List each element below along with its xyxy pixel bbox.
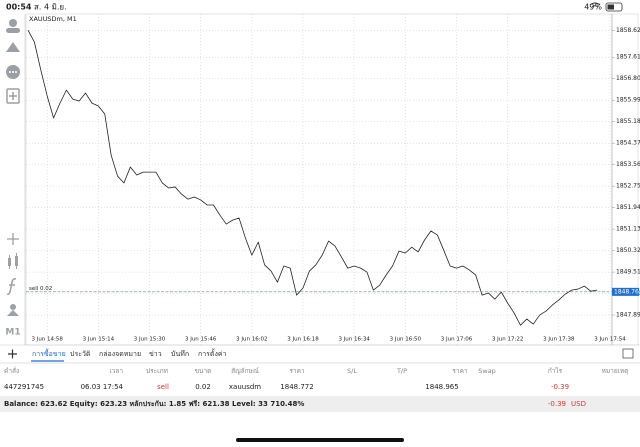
layout-button[interactable] bbox=[622, 348, 634, 359]
column-header: ราคา bbox=[452, 367, 467, 375]
x-tick-label: 3 Jun 15:30 bbox=[134, 337, 166, 343]
x-tick-label: 3 Jun 14:58 bbox=[31, 337, 63, 343]
y-tick-label: 1850.320 bbox=[616, 247, 640, 254]
toolbar-chat[interactable] bbox=[6, 65, 20, 79]
summary-bar bbox=[0, 396, 640, 412]
cell-type: sell bbox=[157, 383, 169, 391]
cell-open-price: 1848.772 bbox=[280, 383, 313, 391]
column-header: คำสั่ง bbox=[4, 366, 19, 375]
x-tick-label: 3 Jun 15:14 bbox=[83, 337, 115, 343]
x-tick-label: 3 Jun 15:46 bbox=[185, 337, 217, 343]
cell-price: 1848.965 bbox=[425, 383, 458, 391]
column-header: ราคา bbox=[289, 367, 304, 375]
toolbar-new-order[interactable] bbox=[6, 88, 20, 104]
summary-text: Balance: 623.62 Equity: 623.23 หลักประกั… bbox=[4, 400, 304, 408]
price-line bbox=[27, 29, 598, 326]
toolbar-trade[interactable] bbox=[6, 42, 20, 52]
column-header: Swap bbox=[478, 367, 496, 375]
column-header: ประเภท bbox=[146, 367, 168, 375]
column-header: กำไร bbox=[548, 367, 563, 375]
column-header: เวลา bbox=[109, 367, 123, 375]
tabs: การซื้อขาย ประวัติ กล่องจดหมาย ข่าว บันทึก กา… bbox=[32, 347, 227, 358]
toolbar-timeframe[interactable]: M1 bbox=[5, 328, 20, 338]
y-tick-label: 1851.130 bbox=[616, 226, 640, 233]
x-tick-label: 3 Jun 16:34 bbox=[338, 337, 370, 343]
x-tick-label: 3 Jun 17:06 bbox=[441, 337, 473, 343]
cell-profit: -0.39 bbox=[551, 383, 569, 391]
column-header: T/P bbox=[396, 367, 407, 375]
status-date: ส. 4 มิ.ย. bbox=[34, 3, 67, 12]
tab[interactable]: บันทึก bbox=[171, 349, 189, 358]
y-tick-label: 1854.370 bbox=[616, 140, 640, 147]
x-tick-label: 3 Jun 16:50 bbox=[390, 337, 422, 343]
y-tick-label: 1855.990 bbox=[616, 97, 640, 104]
y-tick-label: 1856.800 bbox=[616, 75, 640, 82]
tab[interactable]: ข่าว bbox=[149, 350, 162, 358]
status-time: 00:54 bbox=[6, 3, 32, 12]
plot-area: 1858.620 1857.610 1856.800 1855.990 1855.180… bbox=[26, 14, 640, 345]
battery-icon bbox=[605, 2, 623, 12]
toolbar-chart-type[interactable] bbox=[8, 253, 18, 269]
chart-title: XAUUSDm, M1 bbox=[29, 15, 77, 23]
tab[interactable]: การตั้งค่า bbox=[198, 347, 227, 358]
column-header: หมายเหตุ bbox=[602, 367, 629, 375]
order-annotation: sell 0.02 bbox=[29, 286, 52, 292]
tab[interactable]: การซื้อขาย bbox=[32, 347, 66, 358]
status-battery: 49% bbox=[584, 3, 602, 12]
toolbar-objects[interactable] bbox=[7, 304, 19, 316]
y-tick-label: 1847.890 bbox=[616, 312, 640, 319]
y-tick-label: 1855.180 bbox=[616, 118, 640, 125]
add-button[interactable] bbox=[8, 349, 17, 359]
toolbar-account[interactable] bbox=[6, 19, 20, 33]
x-tick-label: 3 Jun 16:18 bbox=[287, 337, 319, 343]
y-tick-label: 1849.510 bbox=[616, 269, 640, 276]
column-header: ขนาด bbox=[195, 367, 212, 375]
summary-currency: USD bbox=[571, 400, 586, 408]
cell-order: 447291745 bbox=[4, 383, 44, 391]
table-header: คำสั่ง เวลา ประเภท ขนาด สัญลักษณ์ ราคา S/L T/P ร… bbox=[4, 366, 628, 375]
x-tick-label: 3 Jun 16:02 bbox=[236, 337, 267, 343]
column-header: S/L bbox=[347, 367, 357, 375]
price-tag-label: 1848.765 bbox=[614, 288, 640, 295]
tab[interactable]: กล่องจดหมาย bbox=[99, 350, 141, 358]
summary-profit: -0.39 bbox=[548, 400, 566, 408]
y-tick-label: 1853.560 bbox=[616, 161, 640, 168]
y-tick-label: 1857.610 bbox=[616, 54, 640, 61]
chart-frame bbox=[25, 13, 639, 346]
tab[interactable]: ประวัติ bbox=[70, 350, 91, 358]
toolbar-crosshair[interactable] bbox=[7, 233, 19, 245]
x-tick-label: 3 Jun 17:22 bbox=[492, 337, 523, 343]
table-row[interactable]: 447291745 06.03 17:54 sell 0.02 xauusdm 1848.… bbox=[4, 383, 569, 391]
cell-time: 06.03 17:54 bbox=[81, 383, 124, 391]
price-tag bbox=[612, 287, 639, 296]
y-tick-label: 1852.750 bbox=[616, 183, 640, 190]
battery-level bbox=[607, 4, 614, 10]
home-indicator bbox=[236, 438, 404, 442]
y-tick-label: 1858.620 bbox=[616, 27, 640, 34]
cell-symbol: xauusdm bbox=[229, 383, 261, 391]
cell-volume: 0.02 bbox=[195, 383, 211, 391]
y-tick-label: 1851.940 bbox=[616, 204, 640, 211]
x-tick-label: 3 Jun 17:38 bbox=[543, 337, 575, 343]
column-header: สัญลักษณ์ bbox=[231, 367, 259, 375]
x-tick-label: 3 Jun 17:54 bbox=[594, 337, 626, 343]
toolbar-indicators[interactable] bbox=[6, 278, 17, 295]
wifi-icon bbox=[589, 2, 601, 8]
